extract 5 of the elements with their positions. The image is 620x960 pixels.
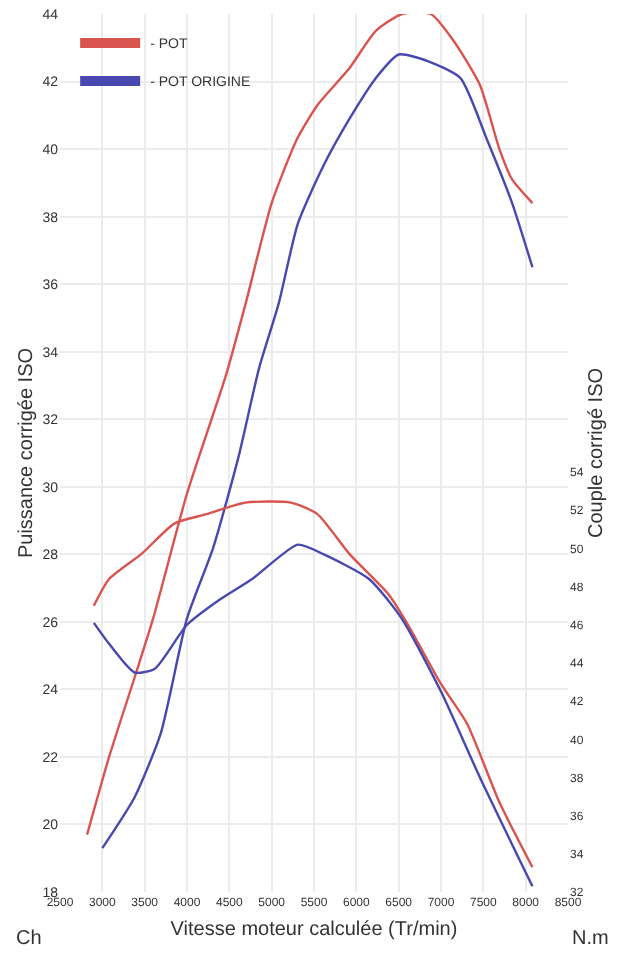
text: Ch [16, 928, 42, 950]
text: N.m [572, 928, 609, 950]
x-axis-title: Vitesse moteur calculée (Tr/min) [170, 919, 458, 941]
y-axis-title: Puissance corrigée ISO [16, 347, 39, 559]
y2-axis-title: Couple corrigé ISO [585, 367, 608, 539]
